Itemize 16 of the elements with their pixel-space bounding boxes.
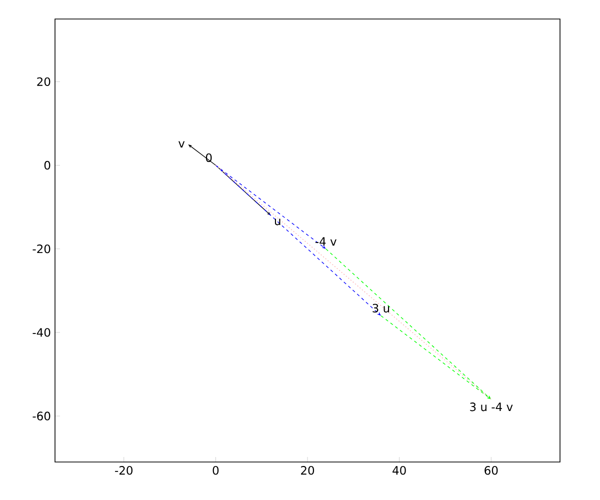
y-tick-label: -60 <box>32 412 50 420</box>
annotation: 3 u -4 v <box>470 402 513 412</box>
x-tick-label: 40 <box>392 466 406 475</box>
annotation: 3 u <box>372 304 390 313</box>
annotation: 0 <box>206 153 212 162</box>
annotation: u <box>274 218 280 226</box>
annotation: v <box>178 141 185 148</box>
y-tick-label: 0 <box>44 160 50 170</box>
y-tick-label: -40 <box>32 328 50 337</box>
x-tick-label: -20 <box>115 466 132 475</box>
y-tick-label: -20 <box>32 244 50 254</box>
x-tick-label: 60 <box>484 466 498 475</box>
x-tick-label: 0 <box>212 466 219 475</box>
y-tick-label: 20 <box>37 77 50 86</box>
annotation: -4 v <box>315 237 336 246</box>
x-tick-label: 20 <box>301 466 314 475</box>
